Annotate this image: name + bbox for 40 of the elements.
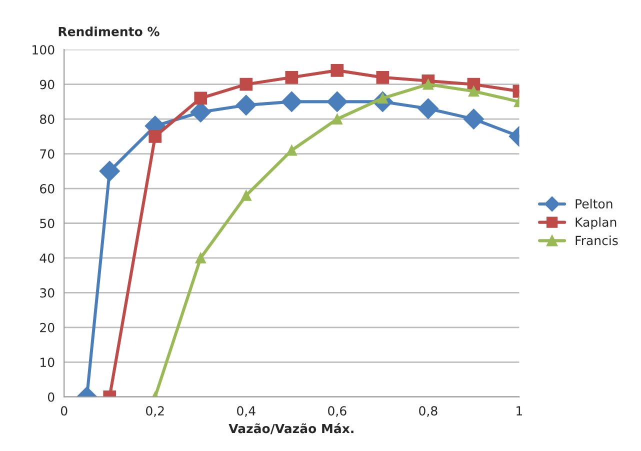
x-tick-label: 1 bbox=[516, 406, 522, 416]
y-axis-title: Rendimento % bbox=[58, 26, 160, 36]
x-tick-label: 0 bbox=[60, 406, 68, 416]
y-tick-label: 20 bbox=[40, 322, 54, 332]
y-tick-label: 30 bbox=[40, 288, 54, 298]
point bbox=[240, 78, 253, 91]
legend-label: Kaplan bbox=[576, 217, 616, 230]
point bbox=[148, 130, 162, 143]
legend-label: Pelton bbox=[576, 198, 612, 209]
point bbox=[326, 91, 348, 112]
y-tick-label: 80 bbox=[40, 114, 54, 124]
point bbox=[376, 70, 390, 84]
point bbox=[422, 78, 434, 90]
point bbox=[285, 70, 298, 84]
point bbox=[463, 108, 484, 130]
point bbox=[195, 252, 206, 264]
point bbox=[236, 94, 256, 116]
y-tick-label: 0 bbox=[48, 392, 54, 402]
x-tick-label: 0,2 bbox=[146, 406, 164, 417]
y-tick-label: 40 bbox=[40, 253, 54, 263]
y-tick-label: 90 bbox=[40, 80, 54, 90]
point bbox=[418, 98, 439, 119]
y-tick-label: 50 bbox=[40, 218, 54, 228]
y-tick-label: 10 bbox=[40, 358, 54, 368]
point bbox=[281, 91, 302, 112]
point bbox=[194, 92, 208, 105]
point bbox=[330, 64, 344, 77]
y-tick-label: 70 bbox=[40, 149, 54, 159]
y-tick-label: 60 bbox=[40, 184, 54, 194]
point bbox=[99, 160, 120, 182]
point bbox=[240, 190, 252, 201]
x-tick-label: 0,8 bbox=[419, 406, 438, 417]
legend-label: Francis bbox=[576, 236, 618, 246]
x-axis-title: Vazão/Vazão Máx. bbox=[228, 423, 354, 434]
point bbox=[286, 144, 298, 156]
point bbox=[332, 114, 343, 124]
x-tick-label: 0,4 bbox=[237, 406, 256, 417]
x-tick-label: 0,6 bbox=[328, 406, 346, 417]
y-tick-label: 100 bbox=[32, 45, 54, 55]
point bbox=[468, 86, 480, 97]
